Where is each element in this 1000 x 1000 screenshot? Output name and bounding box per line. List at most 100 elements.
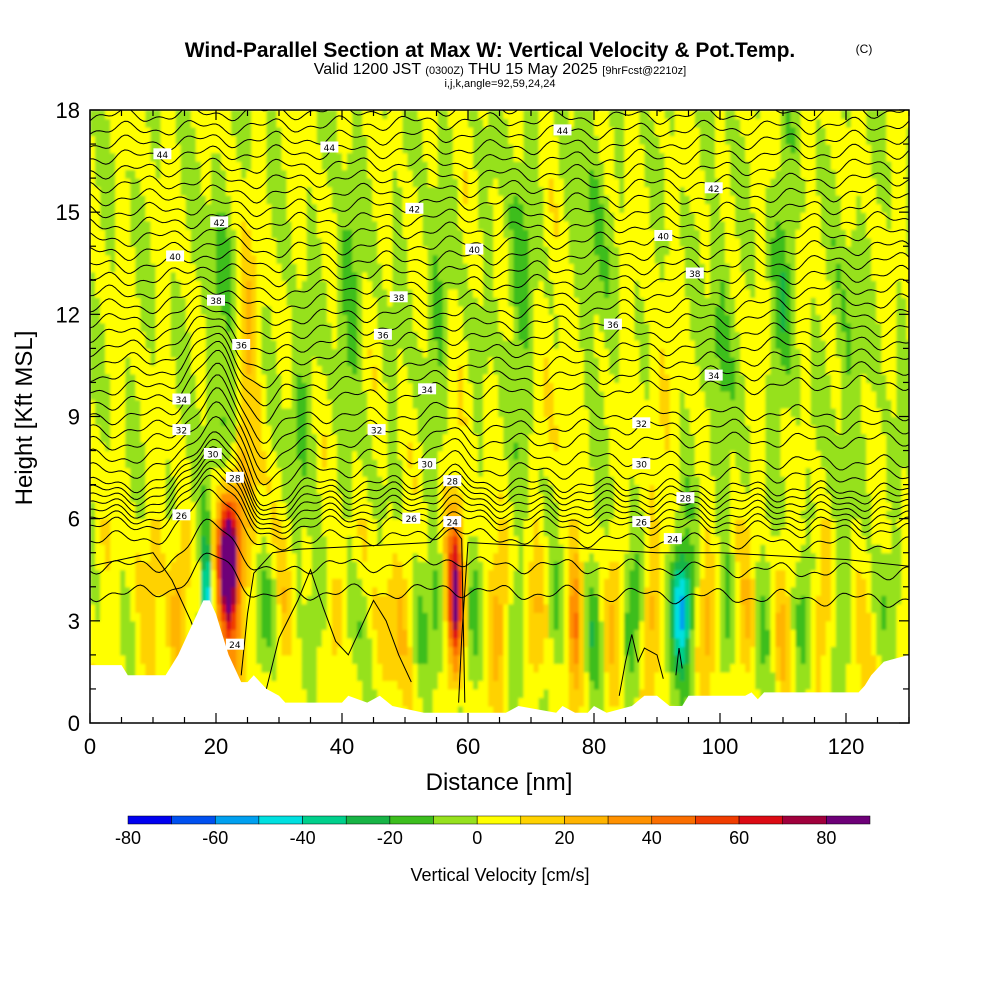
velocity-cell	[236, 561, 242, 571]
velocity-cell	[150, 135, 157, 145]
velocity-cell	[211, 603, 217, 613]
velocity-cell	[387, 442, 393, 452]
velocity-cell	[175, 237, 182, 247]
velocity-cell	[397, 237, 403, 247]
velocity-cell	[427, 595, 434, 605]
velocity-cell	[417, 254, 424, 264]
velocity-cell	[256, 399, 262, 409]
velocity-cell	[412, 442, 419, 452]
velocity-cell	[321, 510, 328, 520]
velocity-cell	[211, 382, 217, 392]
velocity-cell	[195, 339, 202, 349]
velocity-cell	[200, 263, 207, 273]
velocity-cell	[387, 144, 393, 154]
velocity-cell	[311, 305, 318, 315]
velocity-cell	[115, 535, 121, 545]
velocity-cell	[105, 654, 111, 664]
velocity-cell	[180, 476, 187, 486]
velocity-cell	[357, 527, 363, 537]
velocity-cell	[105, 297, 111, 307]
velocity-cell	[357, 178, 363, 188]
velocity-cell	[110, 195, 116, 205]
velocity-cell	[377, 501, 383, 511]
velocity-cell	[241, 518, 247, 528]
velocity-cell	[296, 254, 303, 264]
velocity-cell	[347, 680, 353, 690]
velocity-cell	[296, 229, 303, 239]
velocity-cell	[402, 561, 409, 571]
velocity-cell	[321, 118, 328, 128]
velocity-cell	[150, 654, 157, 664]
velocity-cell	[316, 399, 323, 409]
velocity-cell	[95, 331, 101, 341]
velocity-cell	[382, 671, 388, 681]
velocity-cell	[331, 391, 338, 401]
velocity-cell	[150, 629, 157, 639]
velocity-cell	[291, 152, 298, 162]
velocity-cell	[246, 399, 252, 409]
velocity-cell	[190, 578, 197, 588]
velocity-cell	[377, 603, 383, 613]
velocity-cell	[387, 646, 393, 656]
velocity-cell	[367, 654, 373, 664]
velocity-cell	[150, 467, 157, 477]
velocity-cell	[246, 629, 252, 639]
velocity-cell	[362, 297, 368, 307]
velocity-cell	[321, 637, 328, 647]
velocity-cell	[180, 552, 187, 562]
velocity-cell	[387, 425, 393, 435]
velocity-cell	[347, 263, 353, 273]
velocity-cell	[417, 425, 424, 435]
velocity-cell	[130, 561, 136, 571]
velocity-cell	[306, 288, 313, 298]
velocity-cell	[281, 373, 288, 383]
velocity-cell	[296, 118, 303, 128]
velocity-cell	[291, 629, 298, 639]
velocity-cell	[165, 561, 172, 571]
velocity-cell	[432, 237, 439, 247]
velocity-cell	[412, 331, 419, 341]
velocity-cell	[402, 433, 409, 443]
velocity-cell	[286, 297, 293, 307]
velocity-cell	[422, 637, 429, 647]
velocity-cell	[412, 263, 419, 273]
velocity-cell	[362, 254, 368, 264]
velocity-cell	[306, 697, 313, 707]
velocity-cell	[90, 118, 96, 128]
velocity-cell	[281, 314, 288, 324]
velocity-cell	[342, 178, 348, 188]
velocity-cell	[412, 578, 419, 588]
velocity-cell	[205, 229, 212, 239]
velocity-cell	[211, 467, 217, 477]
velocity-cell	[271, 467, 277, 477]
velocity-cell	[241, 373, 247, 383]
velocity-cell	[362, 305, 368, 315]
velocity-cell	[387, 305, 393, 315]
velocity-cell	[241, 425, 247, 435]
velocity-cell	[256, 569, 262, 579]
velocity-cell	[100, 442, 106, 452]
velocity-cell	[95, 425, 101, 435]
velocity-cell	[195, 544, 202, 554]
velocity-cell	[140, 212, 146, 222]
velocity-cell	[180, 603, 187, 613]
velocity-cell	[286, 314, 293, 324]
velocity-cell	[241, 271, 247, 281]
velocity-cell	[382, 518, 388, 528]
velocity-cell	[266, 561, 272, 571]
velocity-cell	[372, 280, 378, 290]
velocity-cell	[120, 391, 126, 401]
velocity-cell	[331, 425, 338, 435]
velocity-cell	[145, 161, 151, 171]
velocity-cell	[90, 408, 96, 418]
velocity-cell	[241, 314, 247, 324]
velocity-cell	[437, 561, 444, 571]
velocity-cell	[115, 450, 121, 460]
velocity-cell	[347, 459, 353, 469]
velocity-cell	[331, 569, 338, 579]
velocity-cell	[316, 663, 323, 673]
velocity-cell	[221, 271, 227, 281]
velocity-cell	[135, 408, 141, 418]
velocity-cell	[211, 484, 217, 494]
velocity-cell	[367, 637, 373, 647]
